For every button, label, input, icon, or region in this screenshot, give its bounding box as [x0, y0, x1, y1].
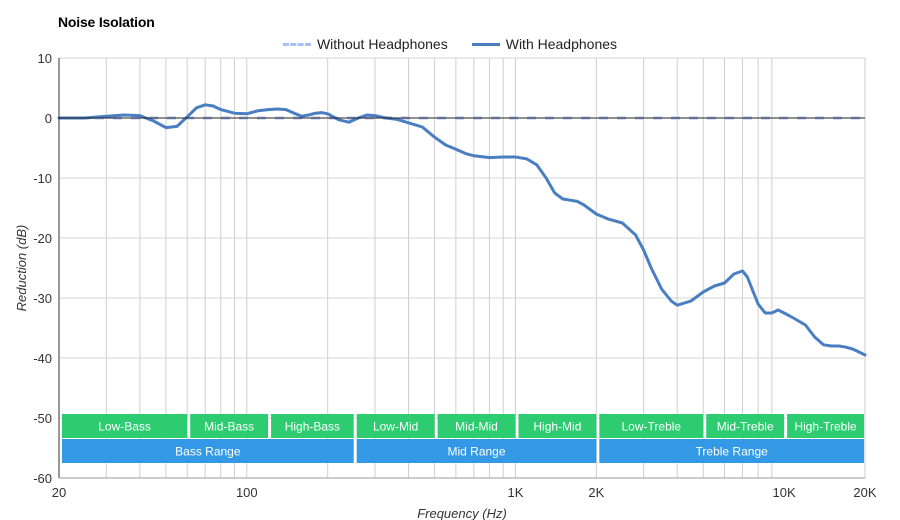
range-bar — [437, 414, 516, 438]
range-label: Treble Range — [696, 445, 769, 459]
range-label: Mid-Treble — [717, 420, 774, 434]
frequency-ranges: Low-Bass Mid-Bass High-Bass Low-Mid Mid-Mid H… — [62, 414, 864, 463]
range-bar — [356, 439, 597, 463]
range-bar — [787, 414, 864, 438]
range-label: High-Treble — [794, 420, 857, 434]
legend-label-with: With Headphones — [505, 36, 618, 52]
y-axis-label: Reduction (dB) — [14, 225, 29, 312]
y-tick-label: 10 — [38, 51, 52, 66]
range-bar — [271, 414, 354, 438]
legend-item-with: With Headphones — [471, 36, 618, 52]
y-tick-label: -60 — [33, 471, 52, 486]
range-label: Low-Treble — [622, 420, 682, 434]
range-bar — [599, 439, 864, 463]
x-axis-label: Frequency (Hz) — [417, 506, 507, 520]
x-tick-label: 1K — [508, 485, 524, 500]
legend-swatch-solid — [471, 42, 500, 46]
range-bar — [62, 439, 354, 463]
range-label: High-Bass — [285, 420, 340, 434]
x-tick-label: 100 — [236, 485, 258, 500]
legend-item-without: Without Headphones — [282, 36, 448, 52]
range-label: Bass Range — [175, 445, 241, 459]
legend-swatch-dashed — [282, 42, 311, 46]
range-bar — [599, 414, 704, 438]
x-tick-label: 20K — [853, 485, 876, 500]
chart-title: Noise Isolation — [58, 14, 155, 30]
range-label: Mid-Bass — [204, 420, 254, 434]
range-label: Mid-Mid — [455, 420, 498, 434]
x-tick-label: 10K — [773, 485, 796, 500]
y-tick-label: -40 — [33, 351, 52, 366]
range-label: Low-Bass — [98, 420, 151, 434]
range-label: Low-Mid — [373, 420, 418, 434]
range-bar — [62, 414, 188, 438]
range-bar — [706, 414, 785, 438]
range-bar — [518, 414, 597, 438]
y-tick-label: -50 — [33, 411, 52, 426]
series-line-with-headphones — [57, 103, 867, 357]
range-label: Mid Range — [448, 445, 506, 459]
y-tick-label: -30 — [33, 291, 52, 306]
y-tick-label: -20 — [33, 231, 52, 246]
legend-label-without: Without Headphones — [316, 36, 448, 52]
range-label: High-Mid — [533, 420, 581, 434]
y-tick-label: 0 — [45, 111, 52, 126]
range-bar — [190, 414, 269, 438]
series-layer — [57, 103, 867, 357]
range-bar — [356, 414, 435, 438]
legend: Without Headphones With Headphones — [0, 36, 900, 52]
y-tick-label: -10 — [33, 171, 52, 186]
x-tick-label: 2K — [588, 485, 604, 500]
x-tick-label: 20 — [52, 485, 66, 500]
